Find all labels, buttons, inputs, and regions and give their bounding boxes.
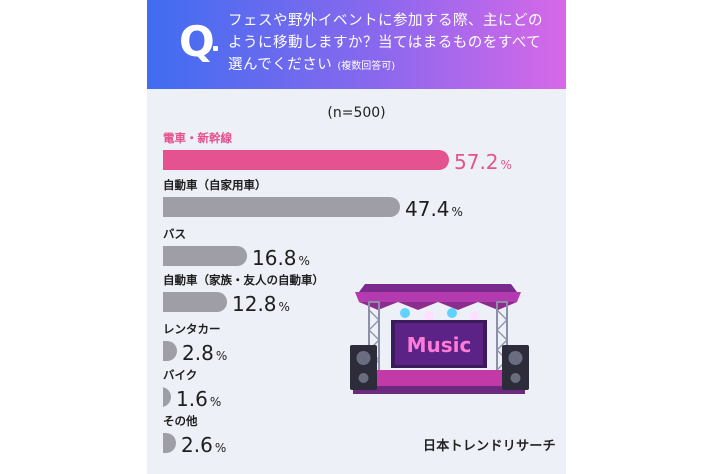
category-label: バス [163,227,186,241]
category-label: レンタカー [163,322,221,336]
q-badge: Q [179,17,215,66]
bar [163,197,400,217]
bar [163,341,177,361]
category-label: 自動車（自家用車） [163,178,267,192]
question-header: Q フェスや野外イベントに参加する際、主にどのように移動しますか？当てはまるもの… [147,0,566,89]
survey-card: Q フェスや野外イベントに参加する際、主にどのように移動しますか？当てはまるもの… [147,0,566,474]
q-dot-icon [213,46,218,51]
value-label: 2.8% [182,341,227,365]
value-label: 57.2% [454,150,512,174]
value-label: 12.8% [232,292,290,316]
value-label: 2.6% [181,433,226,457]
category-label: 自動車（家族・友人の自動車） [163,273,324,287]
sample-size: (n=500) [327,105,386,121]
bar [161,387,171,407]
category-label: その他 [163,414,198,428]
value-label: 47.4% [405,197,463,221]
value-label: 1.6% [176,387,221,411]
stage-sign-text: Music [407,333,472,357]
bar [163,150,449,170]
value-label: 16.8% [252,246,310,270]
brand-logo: 日本トレンドリサーチ [422,439,556,454]
question-body: フェスや野外イベントに参加する際、主にどのように移動しますか？当てはまるものをす… [228,13,543,73]
festival-stage-icon: Music [350,284,529,394]
question-note: (複数回答可) [337,61,396,72]
bar [163,246,247,266]
category-label: バイク [163,368,197,382]
bar-chart: 電車・新幹線 57.2 % 自動車（自家用車） 47.4 % バス 16.8 % 自動車（家族・友… [161,131,529,457]
category-label: 電車・新幹線 [163,131,232,145]
bars-layer: 電車・新幹線 57.2 % 自動車（自家用車） 47.4 % バス 16.8 % 自動車（家族・友… [161,131,512,457]
question-text: フェスや野外イベントに参加する際、主にどのように移動しますか？当てはまるものをす… [228,10,548,78]
bar [163,292,227,312]
bar [163,433,176,453]
